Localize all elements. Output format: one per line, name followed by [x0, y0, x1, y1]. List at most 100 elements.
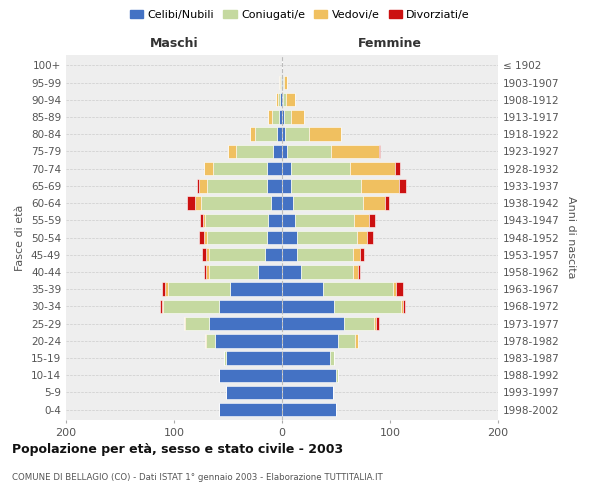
Bar	[282, 231, 297, 244]
Bar	[297, 231, 356, 244]
Bar	[282, 110, 284, 124]
Text: Maschi: Maschi	[149, 37, 199, 50]
Text: Popolazione per età, sesso e stato civile - 2003: Popolazione per età, sesso e stato civil…	[12, 442, 343, 456]
Bar	[282, 128, 285, 141]
Bar	[250, 128, 255, 141]
Bar	[379, 144, 380, 158]
Bar	[295, 214, 355, 227]
Bar	[163, 300, 220, 313]
Y-axis label: Anni di nascita: Anni di nascita	[566, 196, 576, 279]
Bar	[353, 265, 358, 278]
Bar	[355, 334, 358, 347]
Bar	[206, 248, 209, 262]
Text: COMUNE DI BELLAGIO (CO) - Dati ISTAT 1° gennaio 2003 - Elaborazione TUTTITALIA.I: COMUNE DI BELLAGIO (CO) - Dati ISTAT 1° …	[12, 472, 383, 482]
Bar	[284, 76, 287, 90]
Bar	[255, 128, 277, 141]
Bar	[334, 300, 401, 313]
Bar	[338, 334, 355, 347]
Bar	[265, 248, 282, 262]
Bar	[194, 196, 201, 210]
Bar	[278, 93, 280, 106]
Bar	[206, 265, 209, 278]
Bar	[209, 248, 265, 262]
Bar	[215, 334, 282, 347]
Bar	[162, 300, 163, 313]
Bar	[282, 334, 338, 347]
Bar	[281, 76, 282, 90]
Bar	[282, 144, 287, 158]
Bar	[236, 144, 274, 158]
Bar	[323, 282, 393, 296]
Bar	[228, 144, 236, 158]
Bar	[184, 317, 185, 330]
Bar	[185, 317, 209, 330]
Bar	[203, 214, 205, 227]
Bar	[282, 300, 334, 313]
Bar	[360, 248, 364, 262]
Bar	[208, 231, 267, 244]
Bar	[329, 352, 334, 364]
Bar	[205, 214, 268, 227]
Bar	[397, 282, 403, 296]
Bar	[282, 265, 301, 278]
Bar	[197, 179, 199, 192]
Bar	[209, 317, 282, 330]
Bar	[202, 248, 206, 262]
Bar	[284, 110, 290, 124]
Bar	[367, 231, 373, 244]
Bar	[267, 179, 282, 192]
Bar	[331, 144, 379, 158]
Bar	[268, 214, 282, 227]
Bar	[282, 386, 333, 399]
Bar	[279, 110, 282, 124]
Bar	[403, 300, 405, 313]
Bar	[220, 403, 282, 416]
Bar	[274, 144, 282, 158]
Bar	[268, 110, 272, 124]
Bar	[167, 282, 230, 296]
Bar	[290, 162, 350, 175]
Bar	[199, 179, 208, 192]
Bar	[374, 317, 376, 330]
Bar	[282, 368, 336, 382]
Bar	[224, 352, 226, 364]
Bar	[201, 196, 271, 210]
Bar	[213, 162, 267, 175]
Bar	[280, 76, 281, 90]
Bar	[301, 265, 353, 278]
Bar	[361, 179, 398, 192]
Bar	[280, 93, 282, 106]
Bar	[209, 265, 258, 278]
Bar	[370, 214, 375, 227]
Bar	[401, 300, 403, 313]
Bar	[290, 179, 361, 192]
Bar	[226, 352, 282, 364]
Bar	[282, 162, 290, 175]
Bar	[393, 282, 397, 296]
Bar	[187, 196, 194, 210]
Bar	[282, 352, 329, 364]
Bar	[286, 93, 295, 106]
Bar	[200, 214, 203, 227]
Bar	[272, 110, 279, 124]
Bar	[282, 248, 297, 262]
Bar	[282, 179, 290, 192]
Bar	[226, 386, 282, 399]
Bar	[208, 179, 267, 192]
Bar	[287, 144, 331, 158]
Bar	[258, 265, 282, 278]
Legend: Celibi/Nubili, Coniugati/e, Vedovi/e, Divorziati/e: Celibi/Nubili, Coniugati/e, Vedovi/e, Di…	[125, 6, 475, 25]
Bar	[204, 265, 206, 278]
Bar	[353, 248, 360, 262]
Bar	[285, 128, 309, 141]
Bar	[395, 162, 400, 175]
Bar	[267, 162, 282, 175]
Bar	[282, 282, 323, 296]
Bar	[199, 231, 204, 244]
Text: Femmine: Femmine	[358, 37, 422, 50]
Bar	[206, 334, 215, 347]
Bar	[350, 162, 395, 175]
Bar	[376, 317, 379, 330]
Bar	[297, 248, 353, 262]
Bar	[162, 282, 166, 296]
